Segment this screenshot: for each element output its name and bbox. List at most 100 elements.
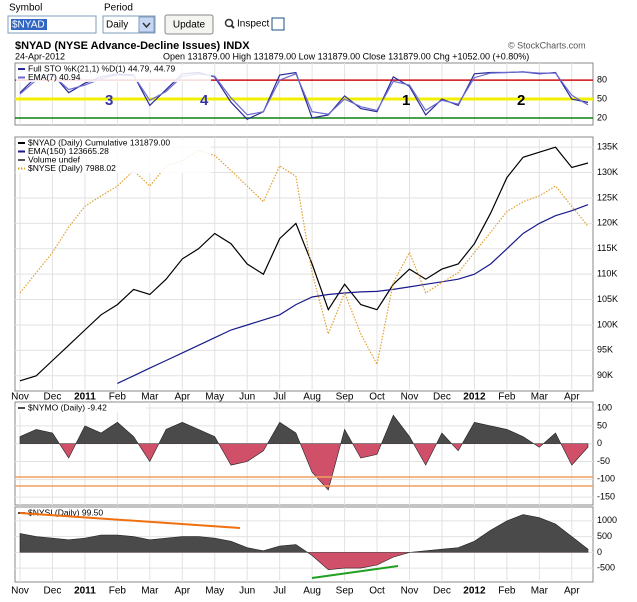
y-tick-label: 90K [597,370,613,380]
legend-label: EMA(7) 40.94 [28,72,81,82]
legend-bg [16,147,211,156]
y-tick-label: -500 [597,563,615,573]
update-text[interactable]: Update [173,20,206,31]
x-tick-label: Oct [369,586,385,597]
annotation: 4 [200,92,209,109]
y-tick-label: -100 [597,474,615,484]
x-tick-label: Jun [239,392,255,403]
trend-line [19,512,241,529]
line [117,204,589,384]
y-tick-label: 95K [597,345,613,355]
legend-label: EMA(150) 123665.28 [28,146,109,156]
legend-bg [16,156,211,165]
y-tick-label: 80 [597,74,607,84]
x-tick-label: Nov [401,586,419,597]
y-tick-label: 0 [597,547,602,557]
area [19,443,589,491]
trend-line [311,565,399,579]
area [19,414,589,444]
x-tick-label: Apr [175,392,191,403]
update-button[interactable] [164,14,214,35]
x-tick-label: Aug [303,586,321,597]
y-tick-label: 120K [597,218,618,228]
y-tick-label: 105K [597,294,618,304]
y-tick-label: 1000 [597,515,617,525]
x-tick-label: Jul [273,586,286,597]
y-tick-label: 0 [597,438,602,448]
legend-bg [16,139,211,148]
arrow-icon [142,22,151,29]
x-tick-label: 2011 [74,586,96,597]
line [19,149,589,367]
y-tick-label: 125K [597,192,618,202]
y-tick-label: 50 [597,420,607,430]
inspect-label: Inspect [237,19,269,30]
x-tick-label: Mar [141,586,159,597]
x-tick-label: May [205,392,224,403]
legend-label: Full STO %K(21,1) %D(1) 44.79, 44.79 [28,63,176,73]
legend-bg [16,404,146,413]
period-value[interactable]: Daily [106,20,128,31]
legend-bg [16,65,211,74]
inspect-icon [224,18,234,28]
annotation: 1 [402,92,410,109]
symbol-label: Symbol [9,3,42,14]
panel [14,401,594,506]
x-tick-label: Oct [369,392,385,403]
y-tick-label: -150 [597,492,615,502]
area [19,552,589,571]
x-tick-label: Feb [109,392,127,403]
annotation: 3 [105,92,113,109]
x-tick-label: Mar [141,392,159,403]
legend-bg [16,509,146,518]
y-tick-label: 115K [597,243,617,253]
inspect-checkbox[interactable] [271,17,285,31]
symbol-value[interactable]: $NYAD [12,20,45,31]
x-tick-label: Aug [303,392,321,403]
x-tick-label: Sep [336,392,354,403]
y-tick-label: 110K [597,269,617,279]
x-tick-label: Dec [44,392,62,403]
x-tick-label: 2012 [463,586,486,597]
x-tick-label: Apr [564,586,580,597]
y-tick-label: 130K [597,167,618,177]
selection [11,19,47,30]
y-tick-label: 20 [597,112,607,122]
legend-bg [16,164,211,173]
plot [19,514,589,571]
x-tick-label: Feb [109,586,127,597]
x-tick-label: Apr [564,392,580,403]
x-tick-label: 2011 [74,392,96,403]
legend-bg [16,73,211,82]
inspect-icon [230,24,235,29]
plot [19,414,589,491]
x-tick-label: Dec [44,586,62,597]
quote: Open 131879.00 High 131879.00 Low 131879… [163,51,529,61]
x-tick-label: Nov [11,586,29,597]
select-arrow[interactable] [138,16,155,33]
legend-label: Volume undef [28,154,81,164]
x-tick-label: Dec [433,392,451,403]
source: © StockCharts.com [508,40,586,50]
legend-label: $NYSE (Daily) 7988.02 [28,163,116,173]
y-tick-label: 50 [597,93,607,103]
x-tick-label: Nov [401,392,419,403]
y-tick-label: 100K [597,319,618,329]
y-tick-label: 500 [597,531,612,541]
x-tick-label: Nov [11,392,29,403]
x-tick-label: Mar [531,392,549,403]
x-tick-label: Feb [498,392,516,403]
x-tick-label: Sep [336,586,354,597]
period-label: Period [104,3,133,14]
panel [14,136,594,392]
y-tick-label: 135K [597,142,618,152]
x-tick-label: Feb [498,586,516,597]
legend-label: $NYMO (Daily) -9.42 [28,402,107,412]
legend-label: $NYSI (Daily) 99.50 [28,507,103,517]
x-tick-label: Dec [433,586,451,597]
x-tick-label: Apr [175,586,191,597]
plot [19,146,589,384]
x-tick-label: Mar [531,586,549,597]
chart-title: $NYAD (NYSE Advance-Decline Issues) INDX [15,40,250,52]
